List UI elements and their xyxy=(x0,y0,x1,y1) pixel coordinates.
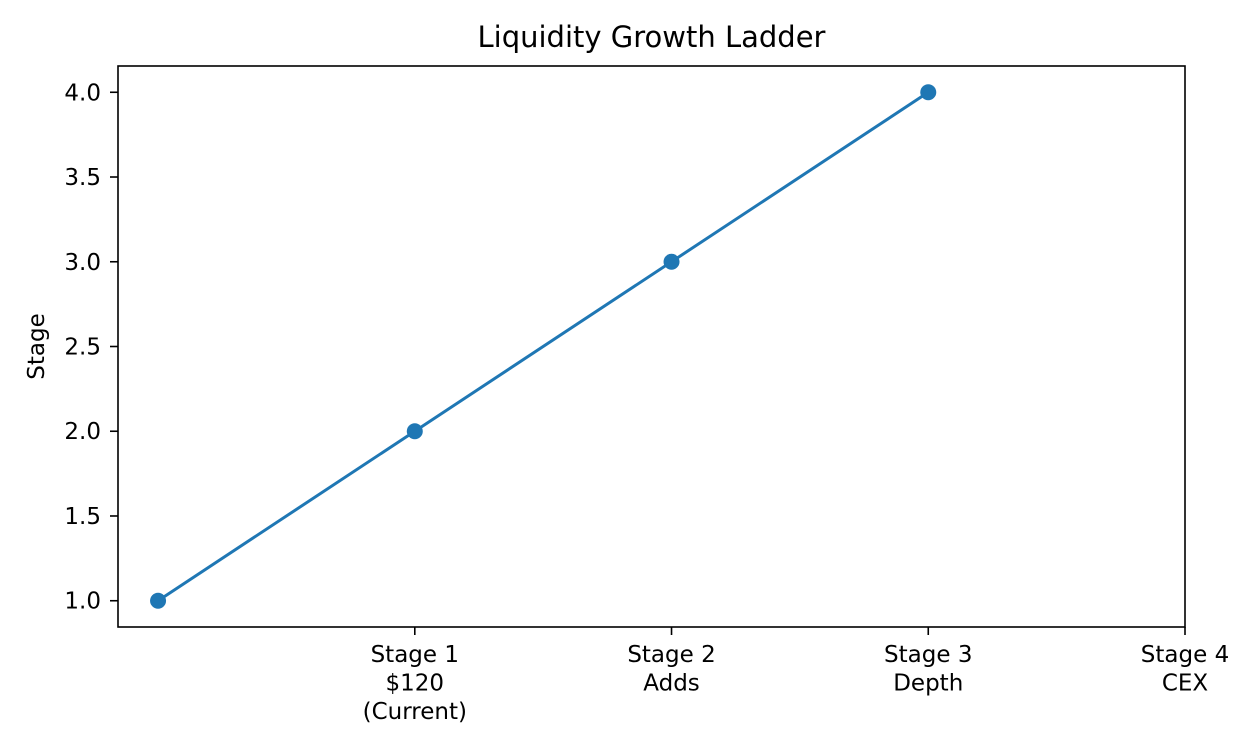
plot-area: Stage 1 $120 (Current) Stage 2 Adds Stage 3 De… xyxy=(64,65,1229,725)
y-tick-label: 3.0 xyxy=(64,250,101,276)
plot-border xyxy=(117,65,1186,628)
y-axis-label: Stage xyxy=(24,313,50,379)
y-tick-label: 1.0 xyxy=(64,589,101,615)
y-tick-label: 2.5 xyxy=(64,335,101,361)
x-tick-label: Stage 2 Adds xyxy=(627,642,715,697)
x-tick-label: Stage 1 $120 (Current) xyxy=(363,642,467,725)
y-tick-label: 2.0 xyxy=(64,419,101,445)
data-line xyxy=(156,90,930,603)
y-tick-label: 3.5 xyxy=(64,165,101,191)
chart-title: Liquidity Growth Ladder xyxy=(478,20,826,54)
data-point-marker xyxy=(150,592,167,609)
y-tick-label: 4.0 xyxy=(64,80,101,106)
x-tick-label: Stage 3 Depth xyxy=(884,642,972,697)
data-point-marker xyxy=(663,253,680,270)
y-tick-label: 1.5 xyxy=(64,504,101,530)
data-point-marker xyxy=(406,423,423,440)
data-point-marker xyxy=(920,84,937,101)
x-tick-label: Stage 4 CEX xyxy=(1141,642,1229,697)
